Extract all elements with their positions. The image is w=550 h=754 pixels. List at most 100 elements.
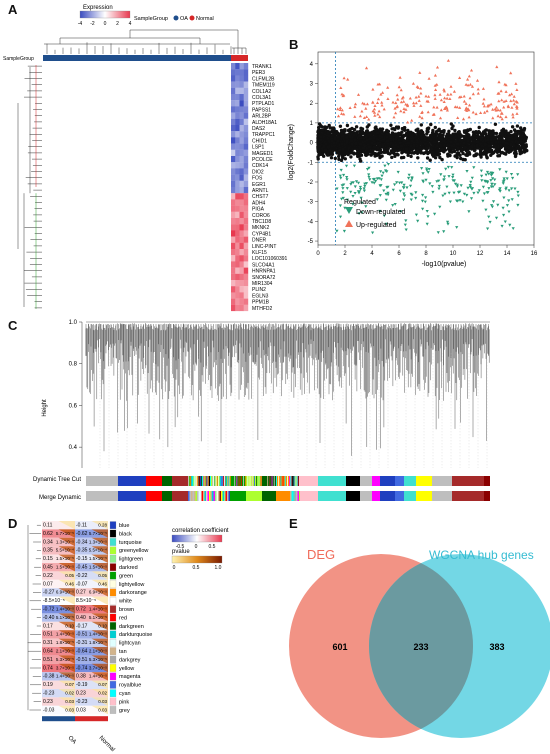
oa-legend-label: OA xyxy=(180,16,188,22)
ns-point xyxy=(463,158,467,162)
heatmap-cell xyxy=(231,255,236,262)
heatmap-cell xyxy=(231,199,236,206)
down-regulated-point xyxy=(455,226,459,229)
up-regulated-point xyxy=(362,102,366,106)
up-regulated-point xyxy=(476,87,480,91)
ns-point xyxy=(488,130,492,135)
ns-point xyxy=(497,154,502,158)
up-regulated-point xyxy=(455,105,459,109)
heatmap-cell xyxy=(239,261,244,268)
ns-point xyxy=(319,124,323,128)
ns-point xyxy=(359,153,364,157)
ns-point xyxy=(332,126,336,130)
up-regulated-point xyxy=(414,101,418,105)
ns-point xyxy=(422,151,426,156)
ns-point xyxy=(404,147,409,151)
heatmap-cell xyxy=(243,199,249,206)
ns-point xyxy=(475,152,479,156)
up-regulated-point xyxy=(448,97,452,100)
ns-point xyxy=(516,140,520,145)
heatmap-cell xyxy=(239,180,244,188)
ns-point xyxy=(458,138,462,142)
gene-label: ALDH18A1 xyxy=(252,120,277,126)
ns-point xyxy=(426,126,431,130)
heatmap-cell xyxy=(235,205,240,212)
ns-point xyxy=(320,128,325,132)
up-regulated-point xyxy=(512,95,516,98)
ns-point xyxy=(466,139,470,143)
ns-point xyxy=(462,141,466,145)
up-regulated-point xyxy=(373,104,377,107)
up-regulated-point xyxy=(442,100,446,103)
heatmap-cell xyxy=(231,94,236,101)
ns-point xyxy=(451,124,455,128)
ns-point xyxy=(493,122,498,127)
up-regulated-point xyxy=(373,113,377,117)
heatmap-cell xyxy=(239,205,244,212)
ns-point xyxy=(412,132,417,137)
ns-point xyxy=(337,157,341,161)
up-regulated-point xyxy=(481,87,485,90)
heatmap-cell xyxy=(231,242,236,250)
down-regulated-point xyxy=(491,177,495,180)
ns-point xyxy=(327,134,331,138)
ns-point xyxy=(402,155,406,160)
ns-point xyxy=(489,133,493,137)
up-regulated-point xyxy=(468,82,472,86)
up-regulated-point xyxy=(336,114,341,118)
ns-point xyxy=(341,134,345,138)
ns-point xyxy=(434,152,438,157)
gene-label: LINC-PINT xyxy=(252,244,276,250)
ns-point xyxy=(479,138,483,142)
heatmap-cell xyxy=(231,298,236,305)
up-regulated-point xyxy=(467,115,471,119)
heatmap-cell xyxy=(231,211,236,219)
ns-point xyxy=(460,148,464,152)
ns-point xyxy=(364,135,368,139)
ns-point xyxy=(472,137,477,141)
gene-label: PAPSS1 xyxy=(252,107,271,113)
ns-point xyxy=(349,151,353,155)
ns-point xyxy=(504,129,508,133)
gene-label: CORO6 xyxy=(252,213,270,219)
heatmap-cell xyxy=(239,69,244,76)
heatmap-cell xyxy=(235,292,240,299)
up-regulated-point xyxy=(425,99,429,103)
ns-point xyxy=(522,128,526,132)
ns-point xyxy=(486,135,490,140)
up-regulated-point xyxy=(412,101,416,105)
up-regulated-point xyxy=(338,108,342,111)
up-regulated-point xyxy=(418,115,422,118)
ns-point xyxy=(459,134,463,138)
heatmap-cell xyxy=(239,75,244,82)
heatmap-cell xyxy=(243,218,249,225)
heatmap-cell xyxy=(231,125,236,132)
x-tick-label: 0 xyxy=(316,251,320,257)
up-regulated-point xyxy=(452,89,456,93)
heatmap-cell xyxy=(243,267,249,274)
ns-point xyxy=(507,138,511,142)
down-regulated-point xyxy=(344,164,349,168)
down-regulated-point xyxy=(345,176,349,179)
ns-point xyxy=(489,138,493,142)
up-regulated-point xyxy=(395,105,399,109)
ns-point xyxy=(347,146,351,150)
ns-point xyxy=(357,134,362,138)
up-regulated-point xyxy=(362,116,366,119)
ns-point xyxy=(499,144,504,148)
gene-label: COL1A2 xyxy=(252,89,271,95)
ns-point xyxy=(322,144,326,149)
ns-point xyxy=(447,146,451,150)
up-regulated-point xyxy=(361,101,365,105)
up-regulated-point xyxy=(494,105,498,109)
heatmap-cell xyxy=(231,273,236,281)
heatmap-cell xyxy=(239,230,244,237)
heatmap-cell xyxy=(235,168,240,175)
heatmap-cell xyxy=(235,118,240,126)
heatmap-cell xyxy=(243,193,249,200)
up-regulated-point xyxy=(457,95,462,99)
heatmap-cell xyxy=(239,286,244,293)
ns-point xyxy=(479,132,484,136)
ns-point xyxy=(510,125,515,129)
heatmap-cell xyxy=(231,81,236,88)
